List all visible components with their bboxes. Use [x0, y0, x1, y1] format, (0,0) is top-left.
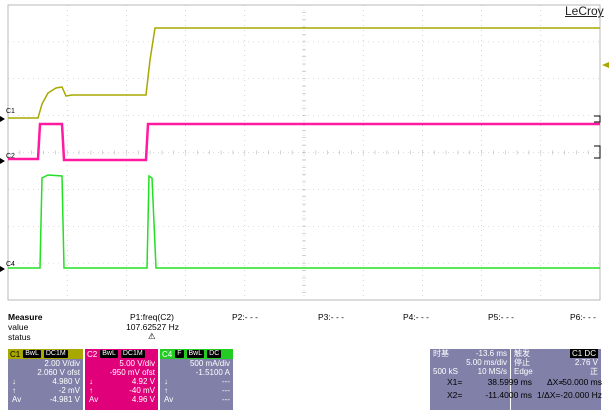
c4-descriptor-name: C4 — [162, 349, 173, 359]
c2-max: 4.92 V — [131, 377, 155, 386]
c1-vdiv: 2.00 V/div — [44, 359, 80, 368]
cursor-inv-value: -20.000 Hz — [560, 390, 602, 400]
c2-min-symbol: ↑ — [89, 386, 93, 395]
grid — [7, 4, 601, 301]
c4-offset: -1.5100 A — [195, 368, 230, 377]
measure-header: Measure — [8, 312, 43, 322]
p5-label[interactable]: P5:- - - — [488, 312, 514, 322]
c1-descriptor-name: C1 — [10, 349, 21, 359]
c4-tag-filter: F — [175, 350, 184, 358]
c4-max: --- — [222, 377, 230, 386]
c4-min: --- — [222, 386, 230, 395]
c1-min-symbol: ↑ — [12, 386, 16, 395]
cursor-dx-label: ΔX= — [547, 377, 564, 387]
c4-tag-bwl: BwL — [186, 350, 205, 358]
c1-max: 4.980 V — [52, 377, 80, 386]
cursor-x2-value: -11.4000 ms — [485, 390, 532, 400]
p2-label[interactable]: P2:- - - — [232, 312, 258, 322]
trigger-panel[interactable]: 触发 C1 DC 停止 2.76 V Edge 正 — [511, 349, 601, 410]
cursor-inv-label: 1/ΔX= — [537, 390, 561, 400]
warning-icon: ⚠ — [148, 331, 156, 341]
trace-c1 — [8, 27, 600, 119]
trigger-level-marker[interactable] — [602, 62, 609, 68]
cursor-x1-value: 38.5999 ms — [487, 377, 532, 387]
trigger-mode: 停止 — [514, 358, 530, 367]
timebase-samples: 500 kS — [433, 367, 458, 376]
c1-right-marker — [594, 115, 601, 123]
waveform-display[interactable]: C1 C2 C4 — [0, 0, 609, 305]
measure-strip: Measure value status P1:freq(C2) 107.625… — [0, 310, 609, 346]
p1-label[interactable]: P1:freq(C2) — [130, 312, 174, 322]
c2-descriptor[interactable]: C2 BwL DC1M 5.00 V/div -950 mV ofst ↓ 4.9… — [85, 349, 158, 410]
c1-tag-coupling: DC1M — [43, 350, 68, 358]
c4-min-symbol: ↑ — [164, 386, 168, 395]
trigger-slope: 正 — [590, 367, 598, 376]
brand-logo: LeCroy — [565, 4, 604, 18]
c4-avg: --- — [222, 395, 230, 404]
c2-min: -40 mV — [129, 386, 155, 395]
c4-tag-coupling: DC — [207, 350, 222, 358]
c2-max-symbol: ↓ — [89, 377, 93, 386]
c1-max-symbol: ↓ — [12, 377, 16, 386]
p6-label[interactable]: P6:- - - — [570, 312, 596, 322]
trace-c2 — [8, 122, 600, 162]
c4-marker[interactable]: C4 — [6, 261, 15, 268]
trace-c4 — [8, 174, 600, 269]
trigger-type: Edge — [514, 367, 533, 376]
measure-row-value-label: value — [8, 322, 29, 332]
c4-max-symbol: ↓ — [164, 377, 168, 386]
c1-offset: 2.060 V ofst — [37, 368, 80, 377]
c1-avg-label: Av — [12, 395, 22, 404]
timebase-delay: -13.6 ms — [475, 349, 507, 358]
trigger-label: 触发 — [514, 349, 530, 358]
c4-avg-label: Av — [164, 395, 174, 404]
c4-ground-arrow — [0, 266, 5, 272]
measure-row-status-label: status — [8, 332, 31, 342]
c2-offset: -950 mV ofst — [109, 368, 155, 377]
cursor-x1-label: X1= — [447, 377, 463, 387]
c2-avg: 4.96 V — [131, 395, 155, 404]
c2-right-marker — [594, 145, 601, 159]
c4-descriptor[interactable]: C4 F BwL DC 500 mA/div -1.5100 A ↓ --- ↑ -… — [160, 349, 233, 410]
trigger-source: C1 DC — [569, 349, 598, 358]
timebase-tdiv: 5.00 ms/div — [466, 358, 507, 367]
timebase-panel[interactable]: 时基 -13.6 ms 5.00 ms/div 500 kS 10 MS/s — [430, 349, 510, 410]
c2-tag-coupling: DC1M — [120, 350, 145, 358]
trigger-level: 2.76 V — [574, 358, 598, 367]
c2-avg-label: Av — [89, 395, 99, 404]
c1-descriptor[interactable]: C1 BwL DC1M 2.00 V/div 2.060 V ofst ↓ 4.9… — [8, 349, 83, 410]
c2-marker[interactable]: C2 — [6, 153, 15, 160]
c2-ground-arrow — [0, 158, 5, 164]
c1-marker[interactable]: C1 — [6, 108, 15, 115]
p4-label[interactable]: P4:- - - — [403, 312, 429, 322]
c2-tag-bwl: BwL — [100, 350, 118, 358]
c2-descriptor-name: C2 — [87, 349, 98, 359]
p3-label[interactable]: P3:- - - — [318, 312, 344, 322]
timebase-rate: 10 MS/s — [477, 367, 507, 376]
cursor-x2-label: X2= — [447, 390, 463, 400]
c2-vdiv: 5.00 V/div — [119, 359, 155, 368]
c1-tag-bwl: BwL — [23, 350, 41, 358]
c1-avg: -4.981 V — [49, 395, 80, 404]
cursor-dx-value: -50.000 ms — [559, 377, 602, 387]
c4-adiv: 500 mA/div — [189, 359, 230, 368]
c1-ground-arrow — [0, 116, 5, 122]
c1-min: -2 mV — [58, 386, 80, 395]
p1-value: 107.62527 Hz — [126, 322, 179, 332]
timebase-label: 时基 — [433, 349, 449, 358]
